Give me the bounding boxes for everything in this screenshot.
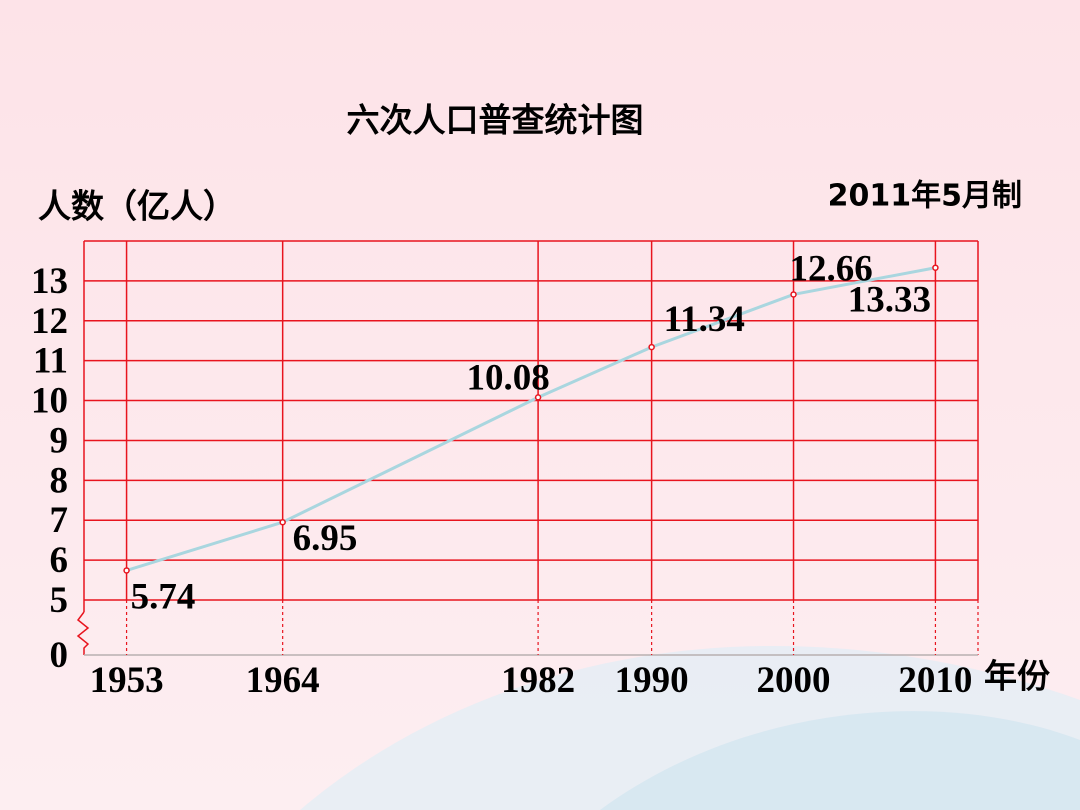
y-tick-label: 8 xyxy=(50,460,69,501)
data-label: 11.34 xyxy=(664,299,745,340)
point xyxy=(123,567,130,574)
y-tick-label: 0 xyxy=(50,635,69,676)
y-tick-label: 6 xyxy=(50,540,69,581)
point xyxy=(648,343,655,351)
y-axis-label: 人数（亿人） xyxy=(38,187,236,226)
note: 2011年5月制 xyxy=(828,179,1022,214)
axis-break xyxy=(76,611,90,655)
x-axis-label: 年份 xyxy=(984,657,1050,696)
x-tick-label: 2000 xyxy=(757,660,831,701)
x-tick-label: 1964 xyxy=(246,660,320,701)
y-tick-label: 7 xyxy=(50,500,69,541)
y-tick-label: 13 xyxy=(31,261,68,302)
data-label: 13.33 xyxy=(848,280,931,321)
point xyxy=(790,291,797,298)
point xyxy=(932,264,939,271)
data-label: 12.66 xyxy=(790,248,873,289)
y-tick-label: 12 xyxy=(31,301,68,342)
x-tick-label: 1990 xyxy=(615,660,689,701)
point xyxy=(534,394,542,401)
chart-title: 六次人口普查统计图 xyxy=(347,101,644,140)
data-label: 5.74 xyxy=(131,576,196,617)
wave xyxy=(600,711,1080,810)
data-label: 10.08 xyxy=(466,357,549,398)
x-tick-label: 2010 xyxy=(898,660,972,701)
point xyxy=(279,518,286,526)
y-tick-label: 10 xyxy=(31,381,68,422)
line xyxy=(126,266,936,572)
y-tick-label: 5 xyxy=(50,580,69,621)
x-tick-label: 1982 xyxy=(501,660,575,701)
y-tick-label: 9 xyxy=(50,420,69,461)
x-tick-label: 1953 xyxy=(90,660,164,701)
y-tick-label: 11 xyxy=(33,341,68,382)
data-label: 6.95 xyxy=(293,518,358,559)
